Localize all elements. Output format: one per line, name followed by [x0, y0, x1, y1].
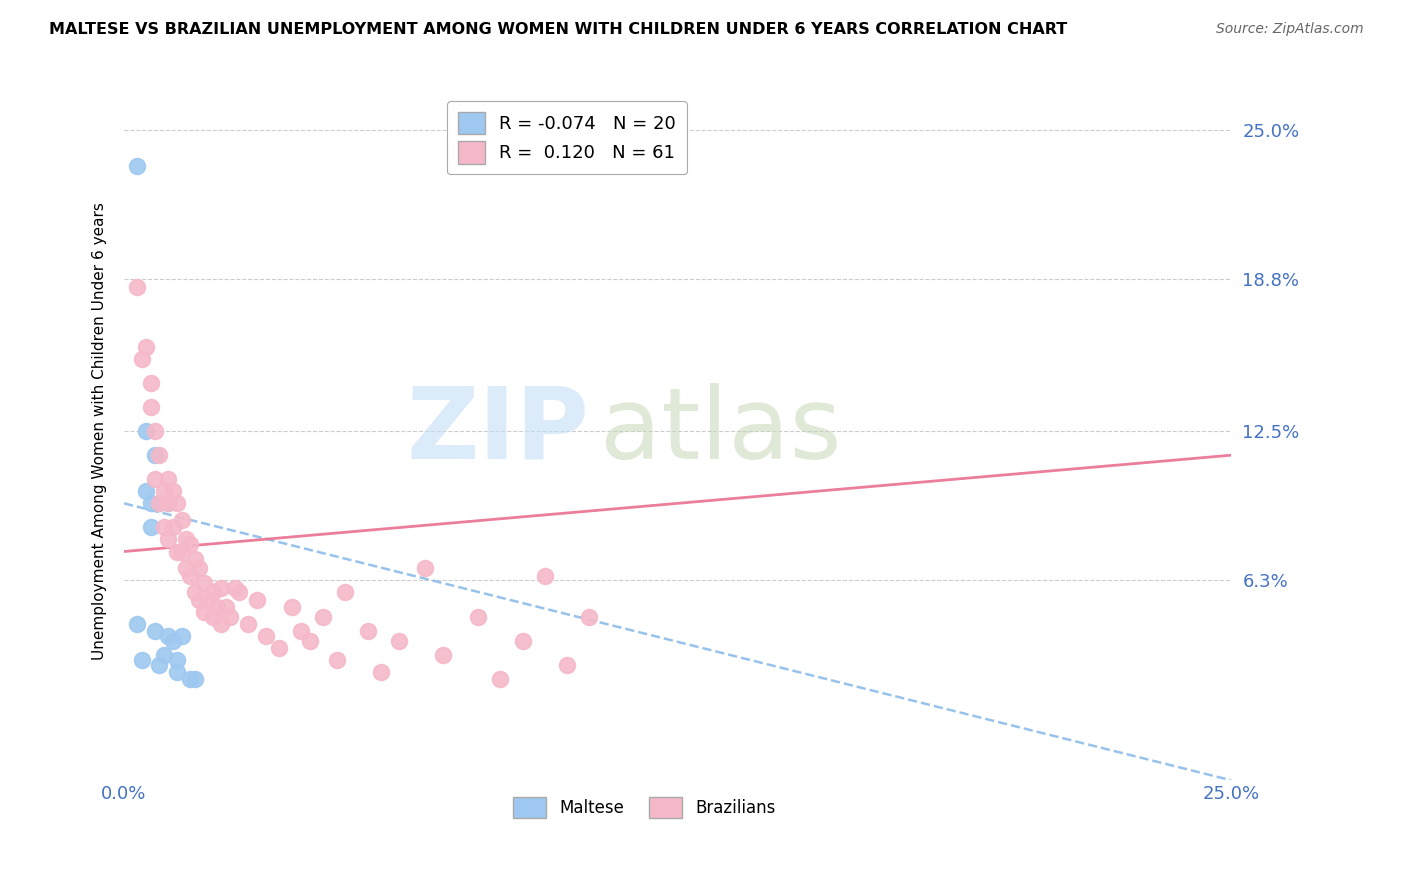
Point: [162, 633, 184, 648]
Point: [157, 472, 180, 486]
Point: [489, 672, 512, 686]
Point: [188, 592, 211, 607]
Point: [148, 496, 170, 510]
Point: [236, 616, 259, 631]
Point: [512, 633, 534, 648]
Legend: Maltese, Brazilians: Maltese, Brazilians: [506, 790, 783, 824]
Point: [148, 657, 170, 672]
Point: [143, 448, 166, 462]
Point: [148, 496, 170, 510]
Point: [290, 624, 312, 638]
Point: [555, 657, 578, 672]
Point: [139, 520, 162, 534]
Point: [162, 520, 184, 534]
Point: [184, 551, 207, 566]
Point: [201, 609, 224, 624]
Point: [193, 605, 215, 619]
Point: [254, 629, 277, 643]
Point: [467, 609, 489, 624]
Point: [578, 609, 600, 624]
Point: [179, 672, 201, 686]
Point: [153, 648, 176, 662]
Point: [127, 616, 149, 631]
Point: [370, 665, 392, 679]
Point: [127, 279, 149, 293]
Point: [179, 537, 201, 551]
Point: [131, 351, 153, 366]
Point: [143, 472, 166, 486]
Point: [170, 513, 193, 527]
Y-axis label: Unemployment Among Women with Children Under 6 years: Unemployment Among Women with Children U…: [93, 202, 107, 660]
Point: [197, 592, 219, 607]
Point: [184, 585, 207, 599]
Point: [193, 575, 215, 590]
Point: [312, 609, 335, 624]
Point: [219, 609, 242, 624]
Point: [153, 520, 176, 534]
Point: [143, 424, 166, 438]
Point: [188, 561, 211, 575]
Point: [325, 653, 347, 667]
Text: ZIP: ZIP: [406, 383, 589, 480]
Point: [148, 448, 170, 462]
Point: [166, 665, 188, 679]
Point: [205, 599, 228, 614]
Point: [215, 599, 238, 614]
Point: [179, 568, 201, 582]
Text: atlas: atlas: [600, 383, 842, 480]
Point: [166, 653, 188, 667]
Text: MALTESE VS BRAZILIAN UNEMPLOYMENT AMONG WOMEN WITH CHILDREN UNDER 6 YEARS CORREL: MALTESE VS BRAZILIAN UNEMPLOYMENT AMONG …: [49, 22, 1067, 37]
Point: [166, 544, 188, 558]
Point: [387, 633, 409, 648]
Point: [157, 629, 180, 643]
Point: [135, 340, 157, 354]
Point: [413, 561, 436, 575]
Point: [201, 585, 224, 599]
Point: [281, 599, 304, 614]
Text: Source: ZipAtlas.com: Source: ZipAtlas.com: [1216, 22, 1364, 37]
Point: [267, 640, 290, 655]
Point: [174, 561, 197, 575]
Point: [298, 633, 321, 648]
Point: [209, 616, 232, 631]
Point: [174, 533, 197, 547]
Point: [209, 581, 232, 595]
Point: [170, 629, 193, 643]
Point: [135, 484, 157, 499]
Point: [246, 592, 269, 607]
Point: [127, 159, 149, 173]
Point: [432, 648, 454, 662]
Point: [170, 544, 193, 558]
Point: [157, 533, 180, 547]
Point: [135, 424, 157, 438]
Point: [184, 672, 207, 686]
Point: [157, 496, 180, 510]
Point: [139, 400, 162, 414]
Point: [139, 496, 162, 510]
Point: [153, 484, 176, 499]
Point: [131, 653, 153, 667]
Point: [533, 568, 555, 582]
Point: [162, 484, 184, 499]
Point: [139, 376, 162, 390]
Point: [224, 581, 246, 595]
Point: [143, 624, 166, 638]
Point: [356, 624, 378, 638]
Point: [157, 496, 180, 510]
Point: [335, 585, 357, 599]
Point: [166, 496, 188, 510]
Point: [228, 585, 250, 599]
